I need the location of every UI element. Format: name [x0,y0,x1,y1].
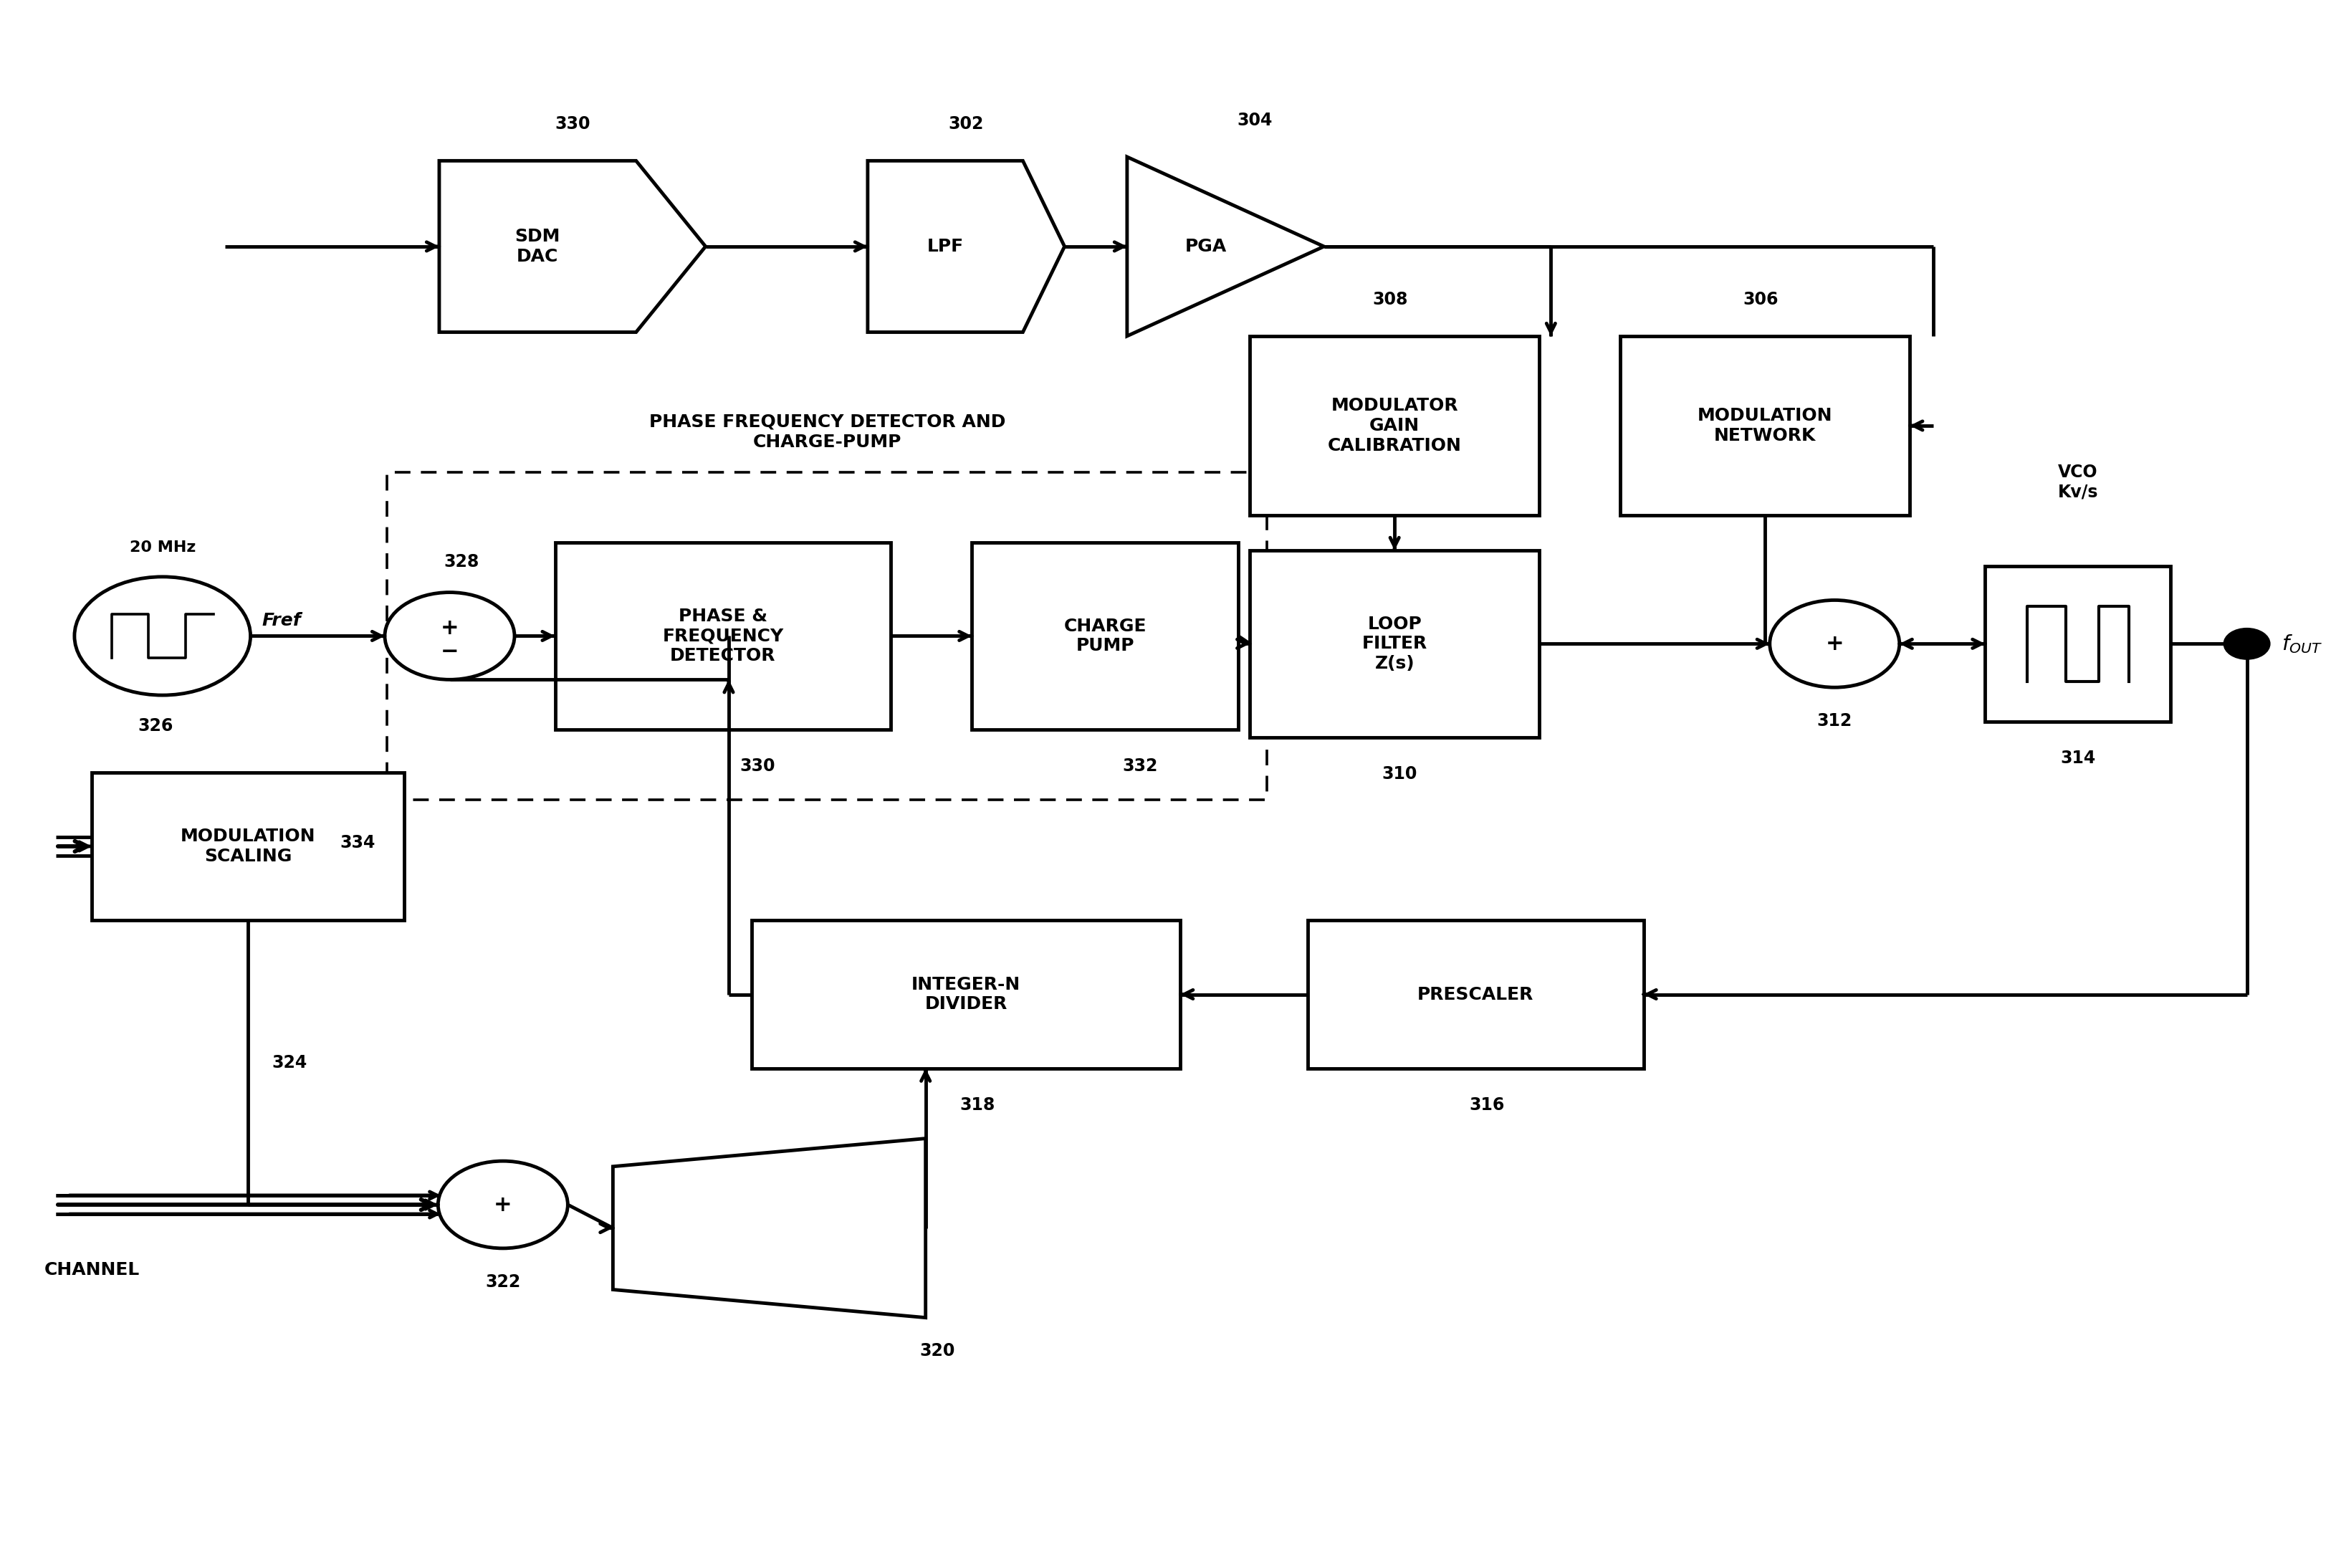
Text: LOOP
FILTER
Z(s): LOOP FILTER Z(s) [1362,615,1427,673]
Text: CHARGE
PUMP: CHARGE PUMP [1063,618,1147,654]
Text: 322: 322 [486,1273,521,1290]
Bar [752,920,1180,1068]
Bar [388,472,1266,800]
Text: 328: 328 [444,554,479,571]
Text: 308: 308 [1371,290,1409,307]
Bar [1250,550,1539,737]
Text: −: − [442,641,458,662]
Text: 318: 318 [960,1096,995,1113]
Text: PHASE FREQUENCY DETECTOR AND
CHARGE-PUMP: PHASE FREQUENCY DETECTOR AND CHARGE-PUMP [649,414,1004,450]
Text: 320: 320 [920,1342,955,1359]
Text: 330: 330 [741,757,776,775]
Text: MODULATOR
GAIN
CALIBRATION: MODULATOR GAIN CALIBRATION [1327,397,1462,455]
Text: 334: 334 [341,834,376,851]
Text: +: + [1824,633,1843,654]
Polygon shape [439,162,705,332]
Text: +: + [442,618,458,638]
Text: Fref: Fref [262,612,301,629]
Polygon shape [867,162,1065,332]
Bar [972,543,1238,729]
Text: VCO
Kv/s: VCO Kv/s [2058,463,2098,500]
Text: 20 MHz: 20 MHz [128,541,196,555]
Bar [1250,336,1539,516]
Text: 314: 314 [2060,750,2095,767]
Text: MODULATION
NETWORK: MODULATION NETWORK [1698,408,1834,444]
Circle shape [1771,601,1899,687]
Text: 306: 306 [1743,290,1778,307]
Text: 312: 312 [1817,712,1852,729]
Text: 310: 310 [1381,765,1418,782]
Circle shape [75,577,250,695]
Text: 304: 304 [1238,111,1273,129]
Circle shape [385,593,514,679]
Text: 316: 316 [1469,1096,1504,1113]
Text: SDM
DAC: SDM DAC [514,227,561,265]
Bar [1621,336,1911,516]
Text: PGA: PGA [1184,238,1226,256]
Text: 330: 330 [554,116,591,133]
Bar [1986,566,2170,721]
Text: 332: 332 [1121,757,1159,775]
Text: 302: 302 [948,116,983,133]
Text: CHANNEL: CHANNEL [44,1262,140,1279]
Circle shape [2224,629,2271,660]
Text: PHASE &
FREQUENCY
DETECTOR: PHASE & FREQUENCY DETECTOR [663,607,783,665]
Text: 324: 324 [273,1054,308,1071]
Bar [91,773,404,920]
Text: LPF: LPF [927,238,962,256]
Polygon shape [612,1138,925,1317]
Text: 326: 326 [138,717,173,734]
Text: PRESCALER: PRESCALER [1418,986,1535,1004]
Bar [556,543,890,729]
Circle shape [439,1160,568,1248]
Text: INTEGER-N
DIVIDER: INTEGER-N DIVIDER [911,975,1021,1013]
Text: MODULATION
SCALING: MODULATION SCALING [180,828,315,866]
Bar [1308,920,1645,1068]
Text: $f_{OUT}$: $f_{OUT}$ [2282,633,2322,655]
Polygon shape [1126,157,1325,336]
Text: +: + [493,1195,512,1215]
